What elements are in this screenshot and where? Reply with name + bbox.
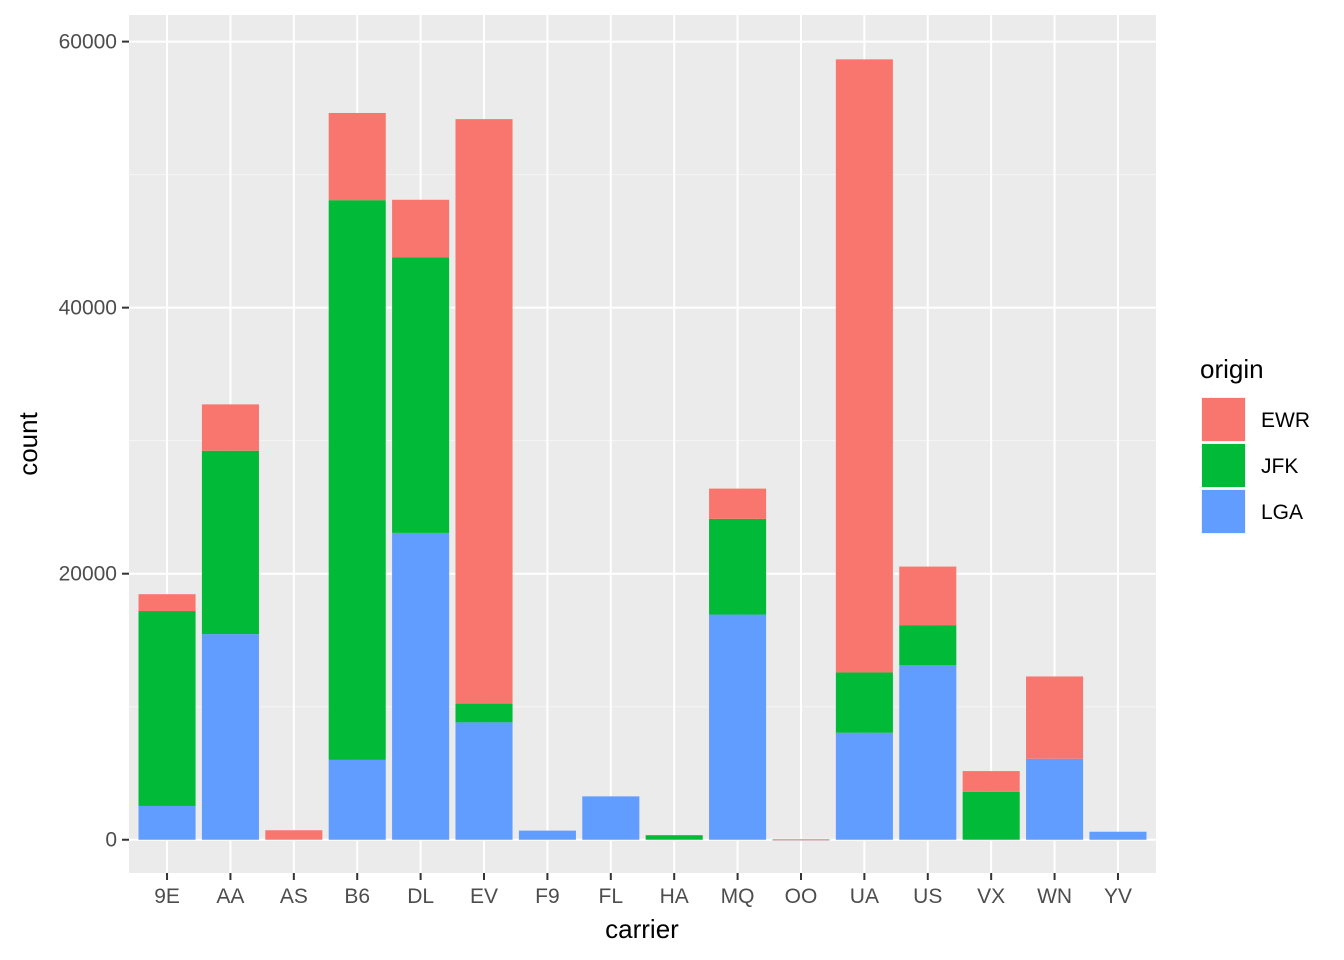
bar-UA-JFK [835, 672, 893, 733]
bars [138, 59, 1147, 841]
minor-grid [129, 174, 1156, 708]
y-tick-label: 60000 [59, 31, 117, 54]
bar-B6-LGA [328, 759, 386, 840]
bar-WN-EWR [1026, 676, 1084, 759]
y-axis-title: count [13, 411, 43, 475]
y-tick-label: 0 [105, 829, 117, 852]
bar-AA-JFK [201, 450, 259, 635]
bar-UA-EWR [835, 59, 893, 673]
bar-DL-EWR [392, 199, 450, 258]
x-tick-label: VX [977, 885, 1005, 908]
x-axis: 9E AA AS B6 DL EV F9 FL HA MQ OO UA US VX WN YV [154, 873, 1132, 908]
bar-DL-LGA [392, 532, 450, 840]
bar-AA-LGA [201, 634, 259, 840]
legend: origin EWR JFK LGA [1200, 354, 1310, 534]
x-tick-label: US [913, 885, 942, 908]
bar-OO-EWR [772, 839, 830, 841]
x-tick-label: MQ [721, 885, 755, 908]
bar-US-JFK [899, 625, 957, 666]
legend-label-LGA: LGA [1261, 501, 1303, 524]
bar-9E-EWR [138, 594, 196, 612]
x-axis-title: carrier [605, 914, 679, 944]
legend-label-EWR: EWR [1261, 409, 1310, 432]
bar-B6-EWR [328, 112, 386, 201]
x-tick-label: UA [850, 885, 879, 908]
bar-F9-LGA [518, 830, 576, 840]
x-tick-label: HA [660, 885, 689, 908]
legend-title: origin [1200, 354, 1264, 384]
bar-AA-EWR [201, 404, 259, 451]
bar-MQ-JFK [709, 518, 767, 615]
x-tick-label: WN [1037, 885, 1072, 908]
legend-swatch-JFK [1202, 444, 1245, 487]
y-tick-label: 20000 [59, 563, 117, 586]
y-tick-label: 40000 [59, 297, 117, 320]
bar-UA-LGA [835, 732, 893, 840]
legend-swatch-EWR [1202, 398, 1245, 441]
bar-YV-LGA [1089, 831, 1147, 840]
bar-MQ-LGA [709, 614, 767, 840]
bar-VX-EWR [962, 771, 1020, 792]
bar-9E-JFK [138, 611, 196, 806]
bar-EV-LGA [455, 722, 513, 840]
x-tick-label: AA [216, 885, 244, 908]
bar-MQ-EWR [709, 488, 767, 519]
bar-DL-JFK [392, 257, 450, 533]
bar-VX-JFK [962, 791, 1020, 840]
bar-EV-JFK [455, 703, 513, 723]
bar-US-LGA [899, 665, 957, 840]
bar-B6-JFK [328, 200, 386, 760]
bar-HA-JFK [645, 835, 703, 840]
y-axis: 0 20000 40000 60000 [59, 31, 129, 852]
x-tick-label: 9E [154, 885, 180, 908]
bar-WN-LGA [1026, 758, 1084, 840]
bar-US-EWR [899, 566, 957, 626]
bar-EV-EWR [455, 119, 513, 704]
x-tick-label: AS [280, 885, 308, 908]
legend-label-JFK: JFK [1261, 455, 1298, 478]
x-tick-label: DL [407, 885, 434, 908]
x-tick-label: OO [785, 885, 818, 908]
panel-background [129, 15, 1156, 873]
x-tick-label: FL [599, 885, 624, 908]
legend-swatch-LGA [1202, 490, 1245, 533]
x-tick-label: F9 [535, 885, 560, 908]
x-tick-label: B6 [344, 885, 370, 908]
x-tick-label: YV [1104, 885, 1132, 908]
bar-AS-EWR [265, 830, 323, 840]
bar-9E-LGA [138, 805, 196, 840]
x-tick-label: EV [470, 885, 498, 908]
bar-FL-LGA [582, 796, 640, 840]
